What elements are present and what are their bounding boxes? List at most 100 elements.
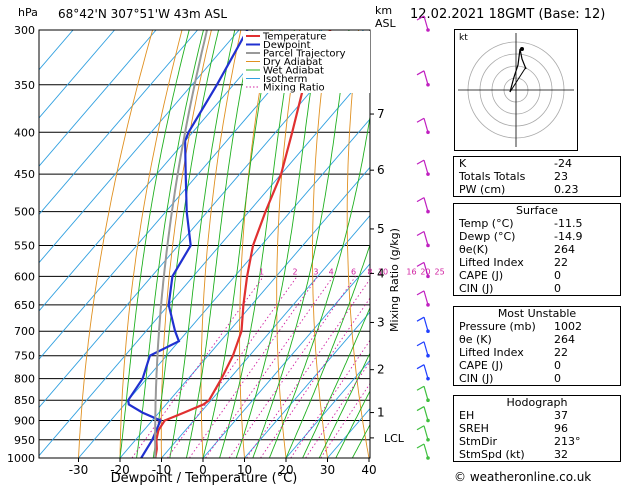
km-tick-label: 7 (377, 107, 385, 121)
dry-adiabat-line (623, 30, 629, 458)
mixing-ratio-line (246, 278, 370, 458)
wind-barb (423, 290, 429, 306)
surface-row: Dewp (°C) -14.9 (454, 230, 620, 243)
most-unstable-title: Most Unstable (497, 307, 577, 320)
most-unstable-panel: Most Unstable Pressure (mb) 1002 θe (K) 264… (453, 306, 621, 386)
hodograph-stat-value: 213° (554, 435, 581, 448)
hodograph-stat-value: 37 (554, 409, 568, 422)
most-unstable-label: CAPE (J) (459, 359, 504, 372)
most-unstable-row: Pressure (mb) 1002 (454, 320, 620, 333)
temperature-profile-line (154, 30, 332, 458)
wind-barb-flag (416, 159, 425, 165)
station-location: 68°42'N 307°51'W 43m ASL (58, 7, 228, 21)
isotherm-line (39, 70, 370, 457)
hodograph-stat-row: StmDir 213° (454, 435, 620, 448)
mixing-ratio-tick-label: 16 (406, 267, 416, 276)
lcl-label: LCL (384, 432, 405, 445)
wet-adiabat-line (285, 243, 370, 458)
index-row: K -24 (454, 157, 620, 170)
legend-label: Parcel Trajectory (263, 49, 346, 60)
wet-adiabat-line (318, 352, 370, 458)
isotherm-line (285, 359, 370, 458)
hodograph-trace (509, 48, 527, 93)
wind-barb-dot (426, 209, 430, 214)
pressure-tick-label: 450 (14, 168, 35, 181)
wind-barb-flag (416, 70, 425, 76)
wind-barb-dot (426, 82, 430, 87)
mixing-ratio-tick-label: 20 (420, 267, 430, 276)
mixing-ratio-axis-label: Mixing Ratio (g/kg) (388, 228, 401, 332)
isotherm-line (39, 30, 198, 216)
wet-adiabat-line (169, 30, 236, 458)
wind-barb-dot (426, 456, 430, 460)
wind-barb (423, 15, 429, 31)
wet-adiabat-line (235, 30, 321, 458)
isotherm-line (39, 30, 281, 312)
most-unstable-row: Lifted Index 22 (454, 346, 620, 359)
wet-adiabat-line (219, 30, 295, 458)
wind-barb-flag (416, 230, 425, 236)
index-label: Totals Totals (459, 170, 526, 183)
hodograph-plot: kt (454, 29, 578, 151)
pressure-tick-label: 500 (14, 206, 35, 219)
wind-barb-dot (426, 437, 430, 442)
legend-label: Isotherm (263, 74, 307, 85)
wind-barb-dot (426, 28, 430, 32)
wind-barb-flag (416, 341, 425, 347)
dry-adiabat-line (276, 30, 301, 458)
most-unstable-label: Pressure (mb) (459, 320, 536, 333)
surface-value: -11.5 (554, 217, 583, 230)
wind-barb (423, 118, 429, 133)
wind-barb-flag (416, 364, 425, 370)
wind-barb-dot (426, 418, 430, 423)
km-tick-label: 3 (377, 315, 385, 329)
most-unstable-row: CAPE (J) 0 (454, 359, 620, 372)
wind-barb-flag (416, 425, 425, 431)
surface-row: Lifted Index 22 (454, 256, 620, 269)
pressure-tick-label: 800 (14, 373, 35, 386)
surface-title: Surface (516, 204, 558, 217)
pressure-tick-label: 750 (14, 350, 35, 363)
wind-barb-dot (426, 172, 430, 176)
wind-barb-flag (416, 385, 425, 391)
dry-adiabat-line (413, 30, 452, 458)
km-tick-label: 2 (377, 363, 385, 377)
wind-barb-dot (426, 329, 430, 334)
wind-barb (423, 197, 429, 212)
legend-label: Temperature (262, 32, 326, 43)
dry-adiabat-line (78, 30, 154, 458)
mixing-ratio-line (228, 276, 356, 458)
surface-row: CIN (J) 0 (454, 282, 620, 295)
index-value: 23 (554, 170, 568, 183)
hodograph-stat-row: EH 37 (454, 409, 620, 422)
surface-row: Temp (°C) -11.5 (454, 217, 620, 230)
dry-adiabat-line (119, 30, 183, 458)
most-unstable-value: 264 (554, 333, 575, 346)
pressure-tick-label: 700 (14, 325, 35, 338)
hodograph-stat-label: StmDir (459, 435, 498, 448)
wet-adiabat-line (302, 306, 370, 458)
wind-barb (423, 317, 429, 332)
pressure-tick-label: 350 (14, 79, 35, 92)
wind-barb (423, 231, 429, 246)
temperature-tick-label: -10 (152, 463, 172, 477)
wind-barb-flag (416, 290, 425, 296)
wind-barb (423, 443, 429, 459)
wind-barb (423, 159, 429, 175)
wind-barb (423, 425, 429, 440)
mixing-ratio-tick-label: 4 (329, 267, 334, 276)
wind-barb-flag (416, 197, 425, 203)
most-unstable-label: CIN (J) (459, 372, 494, 385)
mixing-ratio-tick-label: 8 (367, 267, 372, 276)
wind-barb-dot (426, 243, 430, 248)
surface-value: 264 (554, 243, 575, 256)
mixing-ratio-tick-label: 2 (293, 267, 298, 276)
wet-adiabat-line (152, 30, 220, 458)
wind-barb-flag (416, 117, 425, 123)
isotherm-line (161, 214, 370, 458)
wind-barb-flag (416, 406, 425, 412)
legend-label: Dewpoint (263, 40, 311, 51)
mixing-ratio-line (305, 360, 370, 458)
